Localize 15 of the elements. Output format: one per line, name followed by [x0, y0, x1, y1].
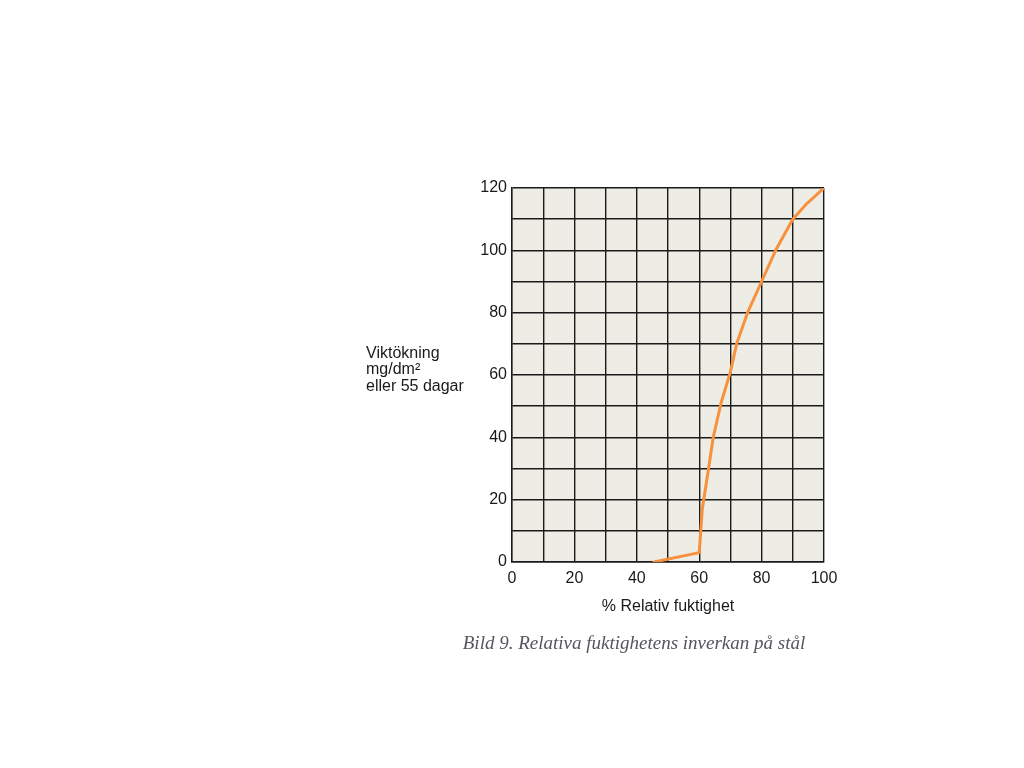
y-tick-label: 20	[489, 490, 508, 508]
text: Bild 9. Relativa fuktighetens inverkan på stål	[462, 632, 806, 653]
x-tick-label: 20	[565, 569, 584, 587]
x-tick-label: 60	[690, 569, 709, 587]
x-axis-title: % Relativ fuktighet	[601, 596, 735, 614]
x-tick-label: 40	[627, 569, 646, 587]
y-tick-label: 60	[489, 365, 508, 383]
y-axis-title: Viktökning mg/dm² eller 55 dagar	[366, 343, 465, 394]
y-tick-label: 80	[489, 303, 508, 321]
y-tick-label: 100	[480, 240, 508, 258]
y-tick-label: 0	[498, 552, 508, 570]
y-tick-label: 120	[480, 178, 508, 196]
y-tick-label: 40	[489, 427, 508, 445]
x-tick-label: 80	[752, 569, 771, 587]
x-tick-label: 100	[810, 569, 838, 587]
